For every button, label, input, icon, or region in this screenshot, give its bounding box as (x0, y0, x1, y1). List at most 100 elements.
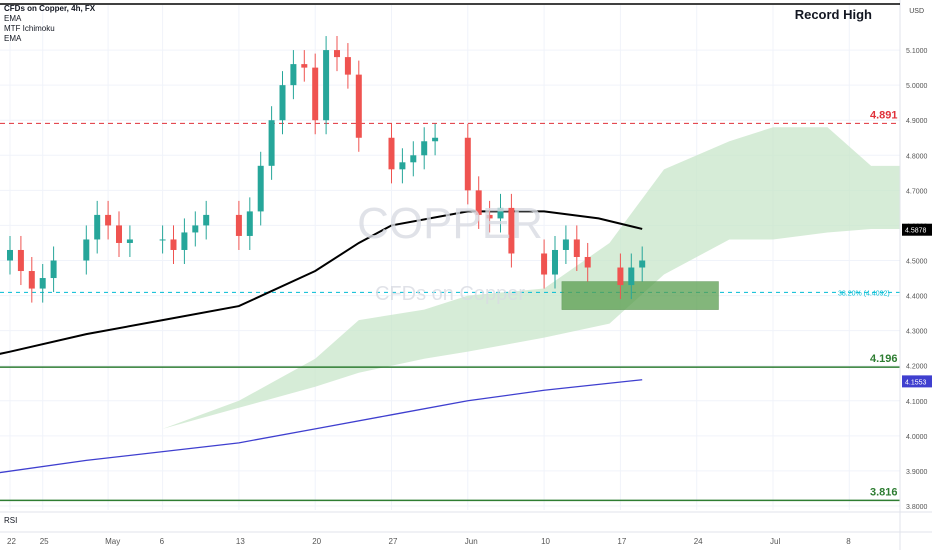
x-tick-label: 24 (694, 537, 703, 546)
candle-body (355, 74, 362, 138)
candle-body (257, 165, 264, 212)
x-tick-label: 10 (541, 537, 550, 546)
candle-body (312, 67, 319, 121)
grid (0, 5, 900, 510)
candle-body (235, 214, 242, 236)
legend-title: CFDs on Copper, 4h, FX (4, 4, 96, 13)
candle-body (7, 249, 13, 261)
watermark-description: CFDs on Copper (375, 283, 525, 305)
candle-body (399, 162, 406, 170)
y-tick-label: 4.0000 (906, 434, 928, 441)
candle-body (628, 267, 635, 286)
candle-body (246, 211, 253, 236)
price-axis-bg (900, 0, 932, 550)
x-tick-label: Jul (770, 537, 780, 546)
cloud-area (0, 127, 915, 470)
candle-body (105, 214, 112, 226)
chart-legend: CFDs on Copper, 4h, FX EMA MTF Ichimoku … (4, 4, 95, 44)
candle-body (562, 239, 569, 250)
candle-body (28, 271, 35, 289)
candle-body (279, 85, 286, 121)
candle-body (323, 50, 330, 121)
candle-body (486, 214, 493, 219)
candle-body (83, 239, 90, 261)
candle-body (170, 239, 177, 250)
price-badge-ema-blue (902, 375, 932, 388)
candle-body (116, 225, 122, 243)
watermark: COPPER CFDs on Copper (357, 199, 543, 305)
x-tick-label: 27 (389, 537, 398, 546)
demand-zone-box (561, 281, 719, 310)
level-label-support-upper: 4.196 (870, 353, 898, 365)
legend-ema-2[interactable]: EMA (4, 34, 22, 43)
watermark-symbol: COPPER (357, 199, 543, 248)
candle-body (39, 278, 46, 289)
candle-body (464, 137, 471, 191)
candle-body (432, 137, 439, 142)
x-tick-label: 25 (40, 537, 49, 546)
ema-lines (0, 210, 643, 474)
y-tick-label: 4.1000 (906, 399, 928, 406)
candle-body (126, 239, 133, 243)
candle-body (17, 249, 24, 272)
x-tick-label: Jun (465, 537, 478, 546)
fib-label: 38.20% (4.4092) (838, 290, 890, 297)
legend-ema-1[interactable]: EMA (4, 14, 22, 23)
candle-body (203, 214, 210, 226)
candle-body (584, 256, 591, 268)
y-tick-label: 4.3000 (906, 329, 928, 336)
candle-body (344, 57, 351, 75)
candle-body (508, 207, 515, 254)
ichimoku-cloud (0, 127, 915, 470)
rsi-pane-label: RSI (4, 516, 18, 525)
x-tick-label: 17 (617, 537, 626, 546)
candle-body (475, 190, 482, 215)
y-tick-label: 3.9000 (906, 469, 928, 476)
y-tick-label: 4.8000 (906, 153, 928, 160)
candle-body (301, 64, 308, 68)
candle-body (334, 50, 340, 58)
x-tick-label: 20 (312, 537, 321, 546)
levels: 4.891 4.196 3.816 38.20% (4.4092) (0, 109, 900, 502)
y-tick-label: 4.2000 (906, 364, 928, 371)
candle-body (421, 141, 428, 156)
level-label-resistance: 4.891 (870, 109, 898, 121)
candle-body (50, 260, 57, 279)
candle-body (410, 155, 417, 163)
legend-ichimoku[interactable]: MTF Ichimoku (4, 24, 55, 33)
candle-body (617, 267, 624, 286)
ema-blue-line (0, 379, 643, 474)
x-tick-label: 6 (160, 537, 165, 546)
candle-body (573, 239, 580, 257)
candle-body (159, 239, 166, 241)
record-high-label: Record High (794, 7, 872, 22)
ema-black-line (0, 210, 643, 355)
candle-body (290, 64, 297, 86)
price-badge-ema-black (902, 223, 932, 236)
x-tick-label: 22 (7, 537, 16, 546)
candle-body (268, 120, 275, 166)
candles (7, 36, 646, 303)
y-tick-label: 4.5000 (906, 259, 928, 266)
price-badge-text-ema-black: 4.5878 (905, 228, 927, 235)
level-label-support-lower: 3.816 (870, 486, 898, 498)
y-tick-label: 4.9000 (906, 118, 928, 125)
candle-body (639, 260, 646, 268)
y-tick-label: 4.7000 (906, 188, 928, 195)
y-tick-label: 5.1000 (906, 48, 928, 55)
candle-body (497, 207, 504, 219)
x-tick-label: May (105, 537, 120, 546)
candle-body (192, 225, 199, 233)
demand-zone (561, 281, 719, 310)
currency-label: USD (909, 8, 924, 15)
x-tick-label: 8 (846, 537, 851, 546)
candle-body (541, 253, 548, 275)
x-tick-label: 13 (236, 537, 245, 546)
candle-body (94, 214, 101, 240)
price-badge-text-ema-blue: 4.1553 (905, 379, 927, 386)
candle-body (388, 137, 395, 170)
candle-body (552, 249, 558, 275)
